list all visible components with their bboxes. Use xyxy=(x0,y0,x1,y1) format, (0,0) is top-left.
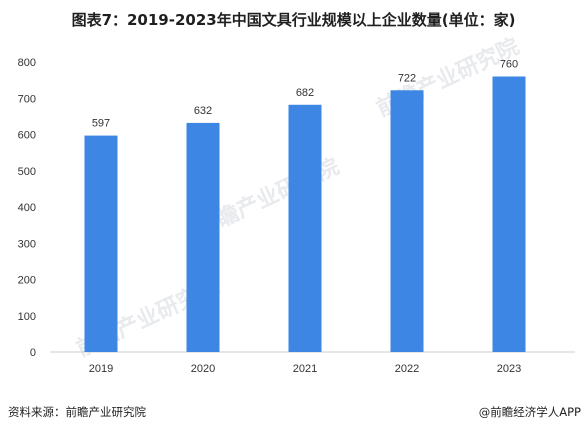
data-label: 632 xyxy=(194,105,212,117)
bar-chart: 0 100 200 300 400 500 600 700 800 597 2019 632 2020 6… xyxy=(18,57,575,375)
y-tick-label: 600 xyxy=(18,130,36,142)
bar xyxy=(186,122,220,353)
y-tick-label: 700 xyxy=(18,93,36,105)
bar xyxy=(492,76,526,352)
x-tick-label: 2019 xyxy=(89,363,113,375)
y-tick-label: 300 xyxy=(18,238,36,250)
chart-title: 图表7：2019-2023年中国文具行业规模以上企业数量(单位：家) xyxy=(71,11,516,29)
data-label: 722 xyxy=(398,72,416,84)
bar xyxy=(390,90,424,353)
data-label: 682 xyxy=(296,87,314,99)
data-label: 597 xyxy=(92,118,110,130)
y-tick-label: 800 xyxy=(18,57,36,69)
x-tick-label: 2021 xyxy=(293,363,317,375)
y-tick-label: 0 xyxy=(30,347,36,359)
y-tick-label: 100 xyxy=(18,311,36,323)
bar xyxy=(288,104,322,353)
bar xyxy=(84,135,118,352)
x-tick-label: 2020 xyxy=(191,363,215,375)
y-tick-label: 500 xyxy=(18,166,36,178)
x-tick-label: 2023 xyxy=(497,363,521,375)
y-tick-label: 400 xyxy=(18,202,36,214)
data-label: 760 xyxy=(500,59,518,71)
brand-credit: @前瞻经济学人APP xyxy=(478,405,581,419)
x-tick-label: 2022 xyxy=(395,363,419,375)
footer: 资料来源：前瞻产业研究院 @前瞻经济学人APP xyxy=(0,404,587,428)
source-note: 资料来源：前瞻产业研究院 xyxy=(8,405,146,419)
y-tick-label: 200 xyxy=(18,275,36,287)
